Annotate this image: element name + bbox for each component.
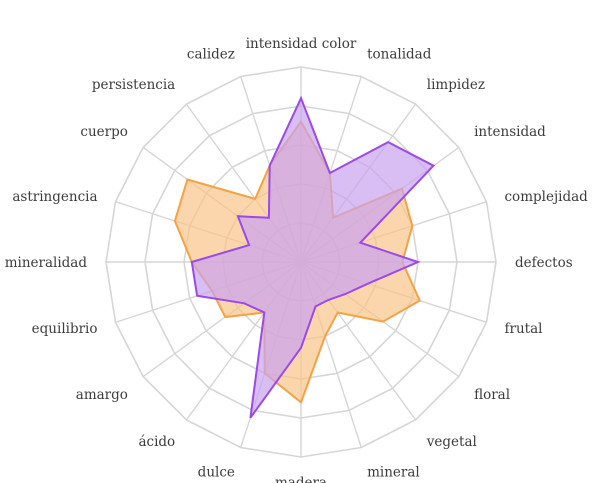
axis-label-13: amargo [76, 387, 128, 403]
axis-label-3: intensidad [474, 124, 546, 140]
axis-label-19: calidez [187, 47, 235, 63]
axis-label-4: complejidad [505, 189, 589, 205]
axis-label-9: mineral [367, 465, 420, 481]
series-2-area [190, 95, 436, 419]
axis-label-0: intensidad color [246, 36, 357, 52]
axis-label-17: cuerpo [80, 124, 127, 140]
radar-series-layer [173, 95, 436, 419]
axis-label-8: vegetal [426, 434, 477, 450]
axis-label-12: ácido [138, 434, 175, 450]
axis-label-10: madera [275, 475, 327, 483]
axis-label-2: limpidez [427, 77, 485, 93]
axis-labels: intensidad color tonalidad limpidez intensi… [5, 36, 588, 483]
axis-label-16: astringencia [12, 189, 97, 205]
axis-label-11: dulce [198, 465, 235, 481]
axis-label-18: persistencia [92, 77, 175, 93]
axis-label-5: defectos [515, 255, 573, 271]
axis-label-7: floral [474, 387, 510, 403]
axis-label-15: mineralidad [5, 255, 88, 271]
axis-label-1: tonalidad [367, 47, 432, 63]
axis-label-14: equilibrio [32, 321, 98, 337]
axis-label-6: frutal [505, 321, 543, 337]
